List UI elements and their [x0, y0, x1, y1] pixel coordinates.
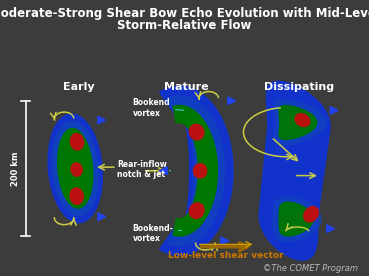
Text: ©The COMET Program: ©The COMET Program	[263, 264, 358, 273]
Polygon shape	[330, 107, 338, 114]
Ellipse shape	[189, 203, 204, 218]
Polygon shape	[159, 86, 233, 255]
Ellipse shape	[71, 163, 82, 176]
Polygon shape	[327, 225, 334, 233]
Ellipse shape	[58, 129, 93, 208]
Polygon shape	[274, 100, 326, 145]
Text: Storm-Relative Flow: Storm-Relative Flow	[117, 19, 252, 32]
Polygon shape	[279, 202, 313, 236]
Polygon shape	[273, 197, 321, 242]
Ellipse shape	[70, 134, 84, 150]
Ellipse shape	[295, 114, 310, 126]
Ellipse shape	[304, 206, 318, 222]
Polygon shape	[259, 81, 330, 260]
Polygon shape	[159, 167, 167, 175]
Ellipse shape	[70, 188, 83, 204]
Text: Bookend-
vortex: Bookend- vortex	[132, 224, 182, 243]
Text: Bookend
vortex: Bookend vortex	[132, 98, 183, 118]
Polygon shape	[228, 97, 236, 105]
Polygon shape	[98, 116, 106, 124]
Text: 200 km: 200 km	[11, 151, 20, 185]
Text: Early: Early	[63, 83, 94, 92]
Ellipse shape	[193, 163, 207, 178]
Ellipse shape	[52, 121, 98, 215]
Text: Dissipating: Dissipating	[264, 83, 334, 92]
Polygon shape	[221, 237, 229, 245]
Polygon shape	[98, 213, 106, 221]
Polygon shape	[173, 106, 217, 236]
Ellipse shape	[189, 124, 204, 140]
Text: Moderate-Strong Shear Bow Echo Evolution with Mid-Level: Moderate-Strong Shear Bow Echo Evolution…	[0, 7, 369, 20]
Text: Rear-inflow
notch & jet: Rear-inflow notch & jet	[117, 160, 170, 179]
Polygon shape	[279, 106, 317, 139]
Polygon shape	[168, 96, 224, 246]
Ellipse shape	[48, 114, 102, 223]
Text: Mature: Mature	[164, 83, 208, 92]
Text: Low-level shear vector: Low-level shear vector	[168, 251, 284, 260]
